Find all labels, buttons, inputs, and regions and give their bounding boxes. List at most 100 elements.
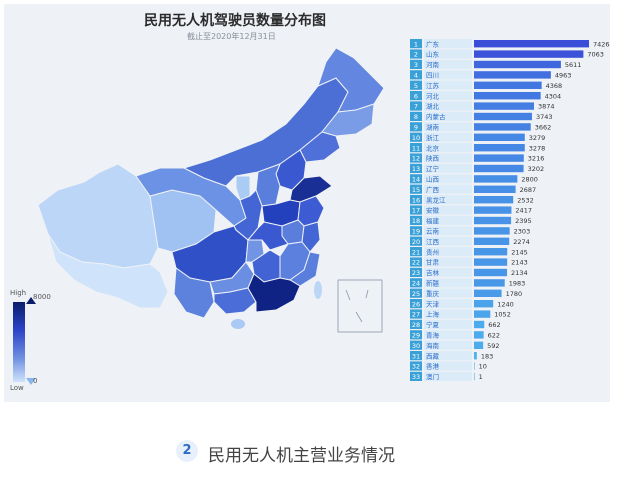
value-bar — [474, 154, 524, 162]
value-bar — [474, 196, 514, 204]
rank-number: 10 — [412, 134, 420, 142]
rank-number: 13 — [412, 165, 420, 173]
rank-badge — [410, 132, 422, 142]
section-number-badge: 2 — [176, 440, 198, 462]
province-name: 辽宁 — [426, 164, 440, 173]
value-label: 4304 — [545, 92, 562, 100]
province-label-bg — [424, 111, 472, 121]
region-taiwan — [314, 281, 322, 299]
value-label: 3202 — [528, 165, 545, 173]
value-label: 592 — [487, 342, 499, 350]
province-label-bg — [424, 226, 472, 236]
province-label-bg — [424, 101, 472, 111]
rank-badge — [410, 309, 422, 319]
province-name: 安徽 — [426, 206, 440, 215]
value-label: 5611 — [565, 61, 582, 69]
province-label-bg — [424, 309, 472, 319]
province-name: 湖北 — [426, 102, 440, 111]
value-bar — [474, 372, 475, 381]
rank-number: 28 — [412, 321, 420, 329]
rank-number: 4 — [414, 72, 418, 80]
rank-number: 1 — [414, 40, 418, 48]
province-name: 北京 — [426, 143, 440, 152]
province-name: 福建 — [426, 216, 440, 225]
rank-number: 21 — [412, 248, 420, 256]
province-label-bg — [424, 267, 472, 277]
value-bar — [474, 92, 541, 100]
province-label-bg — [424, 132, 472, 142]
province-label-bg — [424, 278, 472, 288]
value-bar — [474, 320, 485, 329]
value-bar — [474, 227, 510, 235]
rank-badge — [410, 195, 422, 205]
value-label: 2395 — [515, 217, 532, 225]
rank-number: 27 — [412, 311, 420, 319]
rank-badge — [410, 101, 422, 111]
value-bar — [474, 81, 542, 89]
rank-number: 2 — [414, 51, 418, 59]
value-label: 2303 — [514, 228, 531, 236]
rank-badge — [410, 319, 422, 329]
legend-max-handle[interactable] — [26, 297, 36, 304]
value-bar — [474, 60, 561, 69]
province-label-bg — [424, 91, 472, 101]
province-label-bg — [424, 330, 472, 340]
rank-badge — [410, 361, 422, 371]
rank-number: 26 — [412, 300, 420, 308]
value-label: 3279 — [529, 134, 546, 142]
legend-color-scale — [13, 302, 25, 382]
value-label: 4368 — [546, 82, 563, 90]
province-label-bg — [424, 361, 472, 371]
rank-number: 22 — [412, 259, 420, 267]
province-name: 陕西 — [426, 154, 440, 163]
legend-max-value: 8000 — [33, 293, 51, 301]
value-label: 2274 — [513, 238, 530, 246]
province-name: 宁夏 — [426, 320, 440, 329]
rank-badge — [410, 80, 422, 90]
legend-min-handle[interactable] — [26, 378, 36, 385]
value-bar — [474, 50, 584, 58]
rank-badge — [410, 226, 422, 236]
province-name: 黑龙江 — [426, 195, 446, 204]
value-bar — [474, 175, 518, 183]
province-label-bg — [424, 122, 472, 132]
province-label-bg — [424, 319, 472, 329]
rank-badge — [410, 330, 422, 340]
value-bar — [474, 258, 508, 266]
province-name: 云南 — [426, 227, 440, 236]
province-label-bg — [424, 163, 472, 173]
province-label-bg — [424, 39, 472, 49]
rank-badge — [410, 184, 422, 194]
rank-badge — [410, 215, 422, 225]
province-name: 天津 — [426, 300, 440, 308]
rank-badge — [410, 236, 422, 246]
region-heilongjiang — [317, 47, 385, 113]
value-label: 2143 — [511, 259, 528, 267]
rank-badge — [410, 340, 422, 350]
province-name: 澳门 — [426, 372, 439, 381]
value-bar — [474, 352, 477, 360]
province-name: 四川 — [426, 72, 439, 80]
value-label: 662 — [488, 321, 500, 329]
region-hainan — [231, 319, 245, 329]
value-label: 1983 — [509, 280, 526, 288]
legend-min-value: 0 — [33, 377, 38, 385]
rank-badge — [410, 288, 422, 298]
province-name: 青海 — [426, 331, 440, 340]
province-name: 海南 — [426, 341, 440, 350]
value-label: 3662 — [535, 124, 552, 132]
value-label: 2417 — [515, 207, 532, 215]
rank-badge — [410, 205, 422, 215]
value-label: 1052 — [494, 311, 511, 319]
province-label-bg — [424, 70, 472, 80]
rank-number: 31 — [412, 352, 420, 360]
value-label: 1780 — [506, 290, 523, 298]
province-label-bg — [424, 299, 472, 309]
province-name: 湖南 — [426, 123, 440, 132]
rank-badge — [410, 143, 422, 153]
province-label-bg — [424, 174, 472, 184]
value-label: 2687 — [520, 186, 537, 194]
value-label: 3874 — [538, 103, 555, 111]
value-bar — [474, 144, 525, 152]
